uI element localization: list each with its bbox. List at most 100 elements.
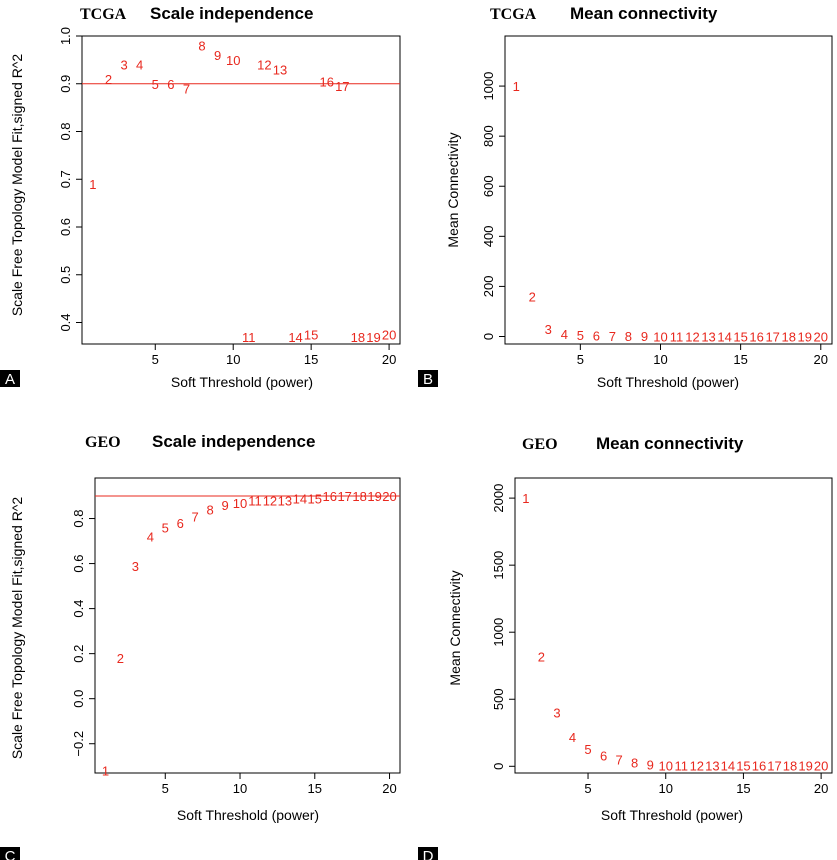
panel-d-x-tick-label: 5 — [584, 781, 591, 796]
panel-b-point-label: 14 — [717, 329, 731, 344]
panel-d-point-label: 11 — [675, 759, 689, 774]
panel-d-point-label: 12 — [690, 759, 704, 774]
panel-c-x-axis-label: Soft Threshold (power) — [177, 807, 319, 823]
panel-a-x-axis-label: Soft Threshold (power) — [171, 374, 313, 390]
panel-d-point-label: 5 — [584, 742, 591, 757]
panel-c-x-tick-label: 20 — [382, 781, 396, 796]
panel-a-point-label: 12 — [257, 58, 271, 73]
panel-c-point-label: 8 — [207, 503, 214, 518]
panel-c-point-label: 11 — [248, 494, 262, 509]
panel-a-y-tick-label: 0.6 — [58, 218, 73, 236]
panel-c-point-label: 12 — [263, 494, 277, 509]
panel-b-point-label: 8 — [625, 329, 632, 344]
panel-a-x-tick-label: 10 — [226, 352, 240, 367]
panel-c-point-label: 5 — [162, 521, 169, 536]
panel-b-y-tick-label: 0 — [481, 333, 496, 340]
panel-d-point-label: 6 — [600, 749, 607, 764]
panel-c-point-label: 17 — [337, 489, 351, 504]
panel-d-y-tick-label: 0 — [491, 763, 506, 770]
panel-b-point-label: 15 — [733, 329, 747, 344]
panel-d-point-label: 8 — [631, 755, 638, 770]
panel-a-point-label: 16 — [320, 74, 334, 89]
panel-a-point-label: 5 — [152, 77, 159, 92]
panel-d-point-label: 7 — [615, 753, 622, 768]
panel-d-point-label: 17 — [767, 759, 781, 774]
panel-a-point-label: 1 — [89, 177, 96, 192]
panel-c-point-label: 15 — [308, 491, 322, 506]
panel-d-point-label: 20 — [814, 759, 828, 774]
panel-c-letter: C — [5, 848, 16, 860]
panel-b-x-axis-label: Soft Threshold (power) — [597, 374, 739, 390]
panel-d-letter-box — [418, 847, 438, 860]
panel-d-y-tick-label: 2000 — [491, 484, 506, 513]
panel-b-point-label: 20 — [814, 329, 828, 344]
panel-c-y-tick-label: 0.0 — [71, 690, 86, 708]
panel-c-point-label: 3 — [132, 559, 139, 574]
panel-a-point-label: 4 — [136, 58, 143, 73]
panel-b-y-tick-label: 400 — [481, 225, 496, 247]
panel-b-y-tick-label: 200 — [481, 276, 496, 298]
panel-c-x-tick-label: 5 — [162, 781, 169, 796]
panel-d-point-label: 9 — [647, 757, 654, 772]
panel-b-y-tick-label: 600 — [481, 175, 496, 197]
panel-b-point-label: 13 — [701, 329, 715, 344]
panel-a-point-label: 14 — [288, 330, 302, 345]
panel-b-point-label: 11 — [670, 329, 684, 344]
panel-d-plot-frame — [514, 477, 833, 774]
panel-d-point-label: 14 — [721, 759, 735, 774]
panel-c-point-label: 13 — [278, 494, 292, 509]
panel-c-point-label: 20 — [382, 489, 396, 504]
panel-c-y-tick-label: 0.2 — [71, 645, 86, 663]
panel-d-title: Mean connectivity — [596, 434, 744, 453]
panel-c-point-label: 6 — [177, 516, 184, 531]
panel-d-point-label: 4 — [569, 730, 576, 745]
panel-b-point-label: 7 — [609, 329, 616, 344]
panel-a-y-tick-label: 0.8 — [58, 122, 73, 140]
panel-a-point-label: 18 — [351, 330, 365, 345]
panel-a-point-label: 2 — [105, 72, 112, 87]
panel-b-source: TCGA — [490, 6, 537, 23]
panel-a-point-label: 17 — [335, 79, 349, 94]
panel-a-point-label: 3 — [120, 58, 127, 73]
panel-c-x-tick-label: 10 — [233, 781, 247, 796]
panel-d-source: GEO — [522, 436, 558, 453]
panel-a-point-label: 6 — [167, 77, 174, 92]
panel-b-point-label: 3 — [545, 322, 552, 337]
panel-c-point-label: 14 — [293, 491, 307, 506]
panel-a-point-label: 9 — [214, 48, 221, 63]
panel-a-point-label: 8 — [198, 39, 205, 54]
panel-a-point-label: 11 — [242, 330, 256, 345]
panel-a-point-label: 10 — [226, 53, 240, 68]
panel-b-letter-box — [418, 370, 438, 387]
panel-b-point-label: 12 — [685, 329, 699, 344]
panel-c-point-label: 16 — [322, 489, 336, 504]
panel-c-source: GEO — [85, 434, 121, 451]
panel-d-x-tick-label: 10 — [658, 781, 672, 796]
panel-b-x-tick-label: 20 — [814, 352, 828, 367]
panel-b-point-label: 6 — [593, 329, 600, 344]
panel-b-x-tick-label: 15 — [733, 352, 747, 367]
panel-d-y-axis-label: Mean Connectivity — [447, 570, 463, 685]
panel-c-point-label: 10 — [233, 496, 247, 511]
panel-d-y-tick-label: 1000 — [491, 618, 506, 647]
panel-d-letter: D — [423, 848, 434, 860]
panel-a-y-tick-label: 0.4 — [58, 313, 73, 331]
panel-b-point-label: 16 — [749, 329, 763, 344]
panel-c-point-label: 7 — [192, 509, 199, 524]
panel-c-point-label: 2 — [117, 651, 124, 666]
panel-a-y-axis-label: Scale Free Topology Model Fit,signed R^2 — [9, 54, 25, 317]
panel-c-point-label: 9 — [221, 498, 228, 513]
panel-d-y-tick-label: 1500 — [491, 551, 506, 580]
panel-b-point-label: 18 — [781, 329, 795, 344]
panel-a-letter-box — [0, 370, 20, 387]
panel-b-x-tick-label: 5 — [577, 352, 584, 367]
panel-c-point-label: 18 — [352, 489, 366, 504]
panel-a-y-tick-label: 0.7 — [58, 170, 73, 188]
panel-a-point-label: 19 — [366, 330, 380, 345]
panel-c-y-tick-label: 0.8 — [71, 509, 86, 527]
panel-c-point-label: 19 — [367, 489, 381, 504]
panel-b-point-label: 2 — [529, 289, 536, 304]
panel-a-plot-frame — [81, 35, 401, 345]
panel-c-plot-frame — [94, 477, 401, 774]
